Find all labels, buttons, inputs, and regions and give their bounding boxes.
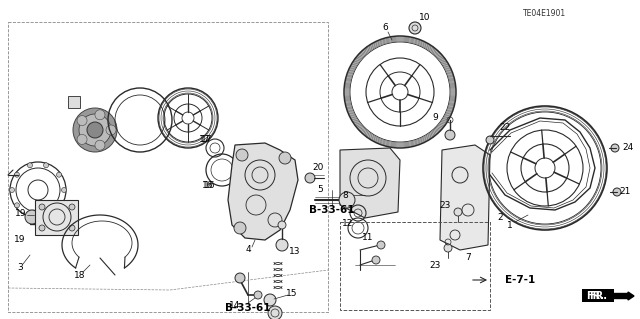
- Circle shape: [87, 122, 103, 138]
- Text: 6: 6: [382, 24, 388, 33]
- Circle shape: [235, 273, 245, 283]
- Text: B-33-61: B-33-61: [225, 303, 271, 313]
- Circle shape: [28, 163, 33, 168]
- Circle shape: [95, 140, 105, 150]
- Circle shape: [254, 291, 262, 299]
- Circle shape: [56, 203, 61, 208]
- Circle shape: [445, 130, 455, 140]
- Circle shape: [276, 239, 288, 251]
- Circle shape: [73, 108, 117, 152]
- Circle shape: [106, 125, 116, 135]
- Text: 17: 17: [199, 136, 211, 145]
- Circle shape: [454, 208, 462, 216]
- FancyArrow shape: [613, 292, 634, 300]
- Circle shape: [28, 212, 33, 217]
- Circle shape: [39, 225, 45, 231]
- Text: E-7-1: E-7-1: [505, 275, 535, 285]
- Text: 11: 11: [362, 234, 374, 242]
- Text: 17: 17: [201, 136, 212, 145]
- Circle shape: [486, 136, 494, 144]
- Circle shape: [305, 173, 315, 183]
- Polygon shape: [228, 143, 298, 240]
- Circle shape: [44, 163, 49, 168]
- Text: 24: 24: [622, 144, 634, 152]
- Text: 15: 15: [286, 288, 298, 298]
- Text: 16: 16: [204, 181, 216, 189]
- Bar: [582, 289, 614, 302]
- Polygon shape: [340, 148, 400, 218]
- Circle shape: [279, 152, 291, 164]
- Text: 8: 8: [342, 190, 348, 199]
- Text: 23: 23: [429, 261, 441, 270]
- Polygon shape: [35, 200, 78, 235]
- Text: FR.: FR.: [589, 291, 607, 301]
- Circle shape: [56, 172, 61, 177]
- Text: FR.: FR.: [586, 291, 604, 301]
- Circle shape: [77, 134, 87, 145]
- Circle shape: [409, 22, 421, 34]
- Circle shape: [236, 149, 248, 161]
- Text: 14: 14: [229, 300, 241, 309]
- Circle shape: [372, 256, 380, 264]
- Circle shape: [377, 241, 385, 249]
- Circle shape: [10, 188, 15, 192]
- Circle shape: [268, 306, 282, 319]
- Text: 22: 22: [499, 123, 511, 132]
- Text: 4: 4: [245, 246, 251, 255]
- Circle shape: [611, 144, 619, 152]
- Text: 21: 21: [620, 188, 630, 197]
- Bar: [68, 96, 80, 108]
- Circle shape: [15, 172, 19, 177]
- Text: 23: 23: [439, 201, 451, 210]
- Text: 9: 9: [432, 114, 438, 122]
- Circle shape: [95, 110, 105, 120]
- Circle shape: [25, 210, 39, 224]
- Circle shape: [15, 203, 19, 208]
- Text: 2: 2: [497, 213, 503, 222]
- Text: B-33-61: B-33-61: [309, 205, 355, 215]
- Text: 10: 10: [419, 13, 431, 23]
- Text: TE04E1901: TE04E1901: [524, 10, 566, 19]
- Text: 3: 3: [17, 263, 23, 272]
- Text: 19: 19: [15, 209, 27, 218]
- Text: 1: 1: [507, 221, 513, 231]
- Text: 13: 13: [289, 248, 301, 256]
- Circle shape: [278, 221, 286, 229]
- Text: 19: 19: [14, 235, 26, 244]
- Circle shape: [69, 225, 75, 231]
- Circle shape: [61, 188, 67, 192]
- Circle shape: [79, 114, 111, 146]
- Circle shape: [264, 294, 276, 306]
- Polygon shape: [440, 145, 490, 250]
- Bar: [8, 22, 328, 312]
- Circle shape: [234, 222, 246, 234]
- Circle shape: [77, 115, 87, 126]
- Text: 18: 18: [74, 271, 86, 279]
- Text: 12: 12: [342, 219, 354, 227]
- Bar: [340, 222, 490, 310]
- Text: 16: 16: [202, 181, 214, 189]
- Text: 5: 5: [317, 186, 323, 195]
- Circle shape: [39, 204, 45, 210]
- Circle shape: [444, 244, 452, 252]
- Circle shape: [44, 212, 49, 217]
- Circle shape: [339, 192, 355, 208]
- Circle shape: [69, 204, 75, 210]
- Circle shape: [613, 188, 621, 196]
- Text: 7: 7: [465, 254, 471, 263]
- Text: 20: 20: [312, 164, 324, 173]
